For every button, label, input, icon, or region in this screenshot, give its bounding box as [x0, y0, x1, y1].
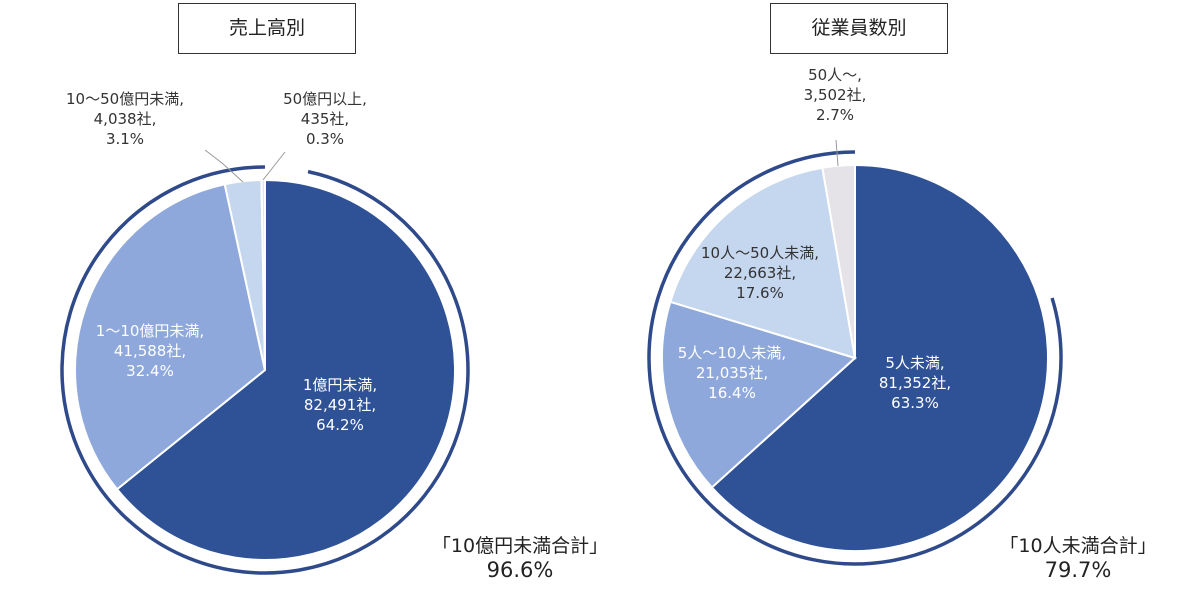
pie-chart-2: 5人未満, 81,352社, 63.3% 5人～10人未満, 21,035社, 16.4%… [647, 66, 1157, 582]
pie-slice-2-3 [669, 166, 857, 360]
slice-label-2-3-line: 17.6% [736, 284, 784, 302]
slice-label-2-4-line: 3,502社, [804, 86, 867, 104]
slice-label-2-4: 50人～, 3,502社, 2.7% [804, 66, 867, 124]
slice-label-1-3: 10～50億円未満, 4,038社, 3.1% [66, 90, 184, 148]
summary-ring-1 [60, 165, 470, 575]
chart-title-sales: 売上高別 [178, 3, 356, 54]
slice-label-1-1: 1億円未満, 82,491社, 64.2% [303, 376, 377, 434]
summary-value-1: 96.6% [487, 558, 554, 582]
slice-label-2-2-line: 5人～10人未満, [678, 344, 786, 362]
slice-label-1-2-line: 41,588社, [114, 342, 186, 360]
pie-slice-1-2 [74, 183, 267, 491]
slice-label-1-4-line: 0.3% [306, 130, 344, 148]
slice-label-1-3-line: 4,038社, [94, 110, 157, 128]
slice-label-1-2-line: 1～10億円未満, [96, 322, 204, 340]
slice-label-2-1-line: 63.3% [891, 394, 939, 412]
slice-label-2-2-line: 16.4% [708, 384, 756, 402]
slice-label-2-1-line: 5人未満, [885, 354, 944, 372]
pie-slice-2-1 [710, 163, 1049, 552]
slice-label-2-1: 5人未満, 81,352社, 63.3% [879, 354, 951, 412]
slice-label-1-4-line: 435社, [301, 110, 349, 128]
summary-label-1: 「10億円未満合計」 [432, 535, 608, 557]
pie-chart-1: 1億円未満, 82,491社, 64.2% 1～10億円未満, 41,588社, 32.4… [60, 90, 608, 582]
slice-label-1-1-line: 64.2% [316, 416, 364, 434]
pie-slice-1-1 [115, 178, 456, 561]
slice-label-1-2-line: 32.4% [126, 362, 174, 380]
slice-label-1-3-line: 3.1% [106, 130, 144, 148]
slice-label-1-1-line: 1億円未満, [303, 376, 377, 394]
slice-label-2-3-line: 10人～50人未満, [701, 244, 819, 262]
leader-line-1-3 [204, 149, 244, 183]
slice-label-2-3: 10人～50人未満, 22,663社, 17.6% [701, 244, 819, 302]
summary-label-2: 「10人未満合計」 [999, 535, 1156, 557]
slice-label-2-3-line: 22,663社, [724, 264, 796, 282]
slice-label-1-4-line: 50億円以上, [283, 90, 367, 108]
slice-label-2-4-line: 50人～, [808, 66, 862, 84]
slice-label-2-1-line: 81,352社, [879, 374, 951, 392]
slice-label-1-4: 50億円以上, 435社, 0.3% [283, 90, 367, 148]
chart-title-employees: 従業員数別 [770, 3, 948, 54]
slice-label-2-2: 5人～10人未満, 21,035社, 16.4% [678, 344, 786, 402]
slice-label-1-2: 1～10億円未満, 41,588社, 32.4% [96, 322, 204, 380]
summary-ring-2 [647, 150, 1063, 566]
slice-label-2-2-line: 21,035社, [696, 364, 768, 382]
leader-line-1-4 [262, 151, 286, 181]
slice-label-1-3-line: 10～50億円未満, [66, 90, 184, 108]
slice-label-1-1-line: 82,491社, [304, 396, 376, 414]
slice-label-2-4-line: 2.7% [816, 106, 854, 124]
pie-slice-2-2 [661, 300, 857, 489]
pie-slice-2-4 [821, 163, 856, 359]
leader-line-2-4 [835, 139, 839, 167]
summary-value-2: 79.7% [1045, 558, 1112, 582]
